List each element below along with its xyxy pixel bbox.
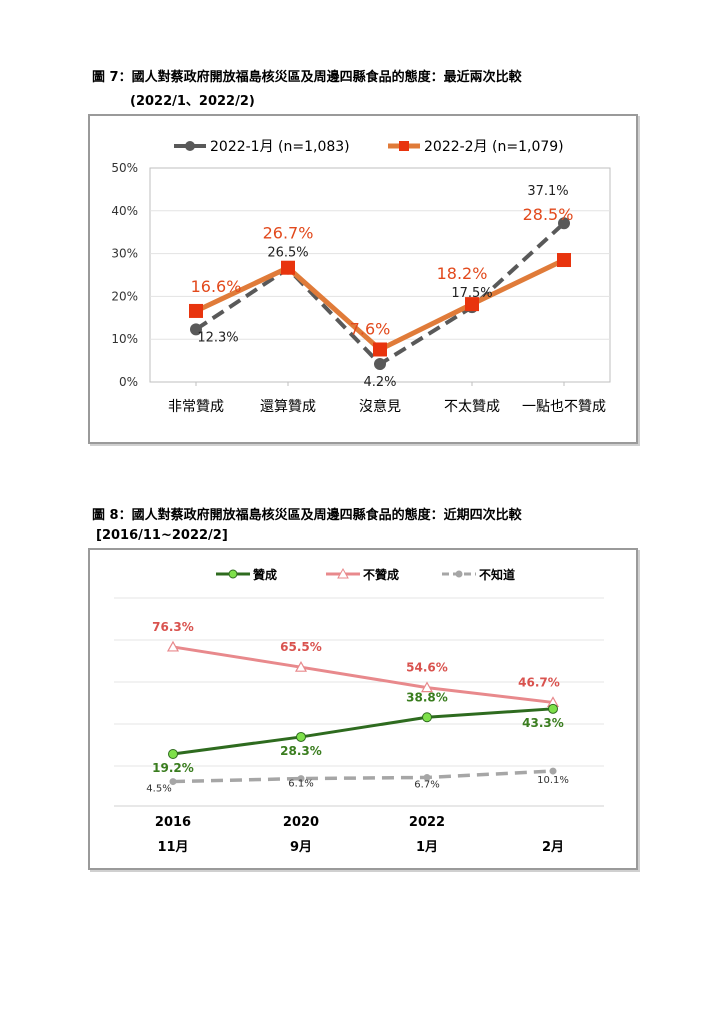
data-label-disagree: 76.3% xyxy=(152,620,194,634)
x-tick-year: 2022 xyxy=(409,815,445,830)
data-label-2022-feb: 26.7% xyxy=(263,224,314,243)
figure7-chart-frame: 0% 10% 20% 30% 40% 50% 非常贊成 還算贊成 沒意見 不太贊成 一點也不贊成 12… xyxy=(88,114,638,444)
x-tick-year: 2020 xyxy=(283,815,319,830)
data-label-disagree: 46.7% xyxy=(518,675,560,689)
data-label-2022-feb: 7.6% xyxy=(350,319,391,338)
figure8-chart-frame: 76.3% 65.5% 54.6% 46.7% 19.2% 28.3% 38.8% 43.3%… xyxy=(88,548,638,870)
series-line-agree xyxy=(172,707,554,756)
point-disagree xyxy=(420,681,434,693)
data-label-unknown: 6.1% xyxy=(288,779,313,790)
legend-label-2022-feb: 2022-2月 (n=1,079) xyxy=(424,139,564,155)
y-tick-label: 20% xyxy=(111,289,138,303)
x-tick-label: 不太贊成 xyxy=(444,399,500,415)
data-label-disagree: 54.6% xyxy=(406,661,448,675)
data-label-2022-jan: 17.5% xyxy=(451,286,492,301)
point-disagree xyxy=(294,660,308,672)
figure7-caption: 圖 7：國人對蔡政府開放福島核災區及周邊四縣食品的態度：最近兩次比較 xyxy=(92,70,522,85)
data-label-unknown: 10.1% xyxy=(537,775,569,786)
x-tick-month: 11月 xyxy=(157,840,188,855)
data-label-2022-feb: 16.6% xyxy=(191,277,242,296)
x-tick-label: 還算贊成 xyxy=(260,399,316,415)
legend-label-disagree: 不贊成 xyxy=(363,567,399,582)
x-tick-label: 一點也不贊成 xyxy=(522,399,606,415)
point-2022-feb xyxy=(557,253,571,268)
point-unknown xyxy=(423,773,431,781)
y-tick-label: 30% xyxy=(111,247,138,261)
figure7-chart: 0% 10% 20% 30% 40% 50% 非常贊成 還算贊成 沒意見 不太贊成 一點也不贊成 12… xyxy=(111,139,611,415)
data-label-2022-jan: 12.3% xyxy=(197,330,238,345)
y-tick-label: 0% xyxy=(119,375,138,389)
point-disagree xyxy=(166,640,180,652)
y-tick-label: 40% xyxy=(111,204,138,218)
point-unknown xyxy=(297,775,305,783)
y-tick-label: 10% xyxy=(111,332,138,346)
figure7-caption-sub: (2022/1、2022/2) xyxy=(130,94,255,109)
x-tick-month: 9月 xyxy=(290,840,312,855)
figure8-caption: 圖 8：國人對蔡政府開放福島核災區及周邊四縣食品的態度：近期四次比較 xyxy=(92,508,522,523)
point-2022-jan xyxy=(558,217,570,230)
legend-label-unknown: 不知道 xyxy=(479,567,515,582)
data-label-2022-feb: 28.5% xyxy=(523,205,574,224)
legend-marker-agree xyxy=(228,569,238,579)
x-tick-month: 1月 xyxy=(416,840,438,855)
x-tick-label: 非常贊成 xyxy=(168,399,224,415)
data-label-2022-jan: 26.5% xyxy=(267,246,308,261)
legend-marker-unknown xyxy=(455,570,463,578)
data-label-agree: 43.3% xyxy=(522,716,564,730)
x-tick-month: 2月 xyxy=(542,840,564,855)
figure8-caption-sub: [2016/11~2022/2] xyxy=(96,528,228,543)
data-label-unknown: 4.5% xyxy=(146,784,171,795)
figure8-chart: 76.3% 65.5% 54.6% 46.7% 19.2% 28.3% 38.8% 43.3%… xyxy=(114,567,604,855)
point-2022-feb xyxy=(281,260,295,275)
data-label-2022-jan: 37.1% xyxy=(527,184,568,199)
point-agree xyxy=(422,712,432,723)
data-label-agree: 38.8% xyxy=(406,690,448,704)
legend-marker-2022-feb xyxy=(399,141,409,151)
x-tick-label: 沒意見 xyxy=(359,398,401,415)
legend-marker-2022-jan xyxy=(185,141,195,151)
point-unknown xyxy=(549,767,557,775)
legend-label-2022-jan: 2022-1月 (n=1,083) xyxy=(210,139,350,155)
point-agree xyxy=(548,703,558,714)
point-2022-feb xyxy=(373,342,387,357)
series-line-disagree xyxy=(172,645,554,704)
data-label-2022-feb: 18.2% xyxy=(437,264,488,283)
data-label-agree: 19.2% xyxy=(152,761,194,775)
point-2022-feb xyxy=(189,303,203,318)
legend-marker-disagree xyxy=(337,567,349,579)
point-agree xyxy=(296,731,306,742)
data-label-unknown: 6.7% xyxy=(414,779,439,790)
point-unknown xyxy=(169,778,177,786)
point-2022-jan xyxy=(374,358,386,371)
point-2022-jan xyxy=(190,323,202,336)
data-label-agree: 28.3% xyxy=(280,744,322,758)
data-label-disagree: 65.5% xyxy=(280,640,322,654)
series-line-unknown xyxy=(172,769,554,784)
x-tick-year: 2016 xyxy=(155,815,191,830)
point-2022-feb xyxy=(465,297,479,312)
data-label-2022-jan: 4.2% xyxy=(363,375,396,390)
point-agree xyxy=(168,749,178,759)
y-tick-label: 50% xyxy=(111,161,138,175)
legend-label-agree: 贊成 xyxy=(253,567,277,582)
